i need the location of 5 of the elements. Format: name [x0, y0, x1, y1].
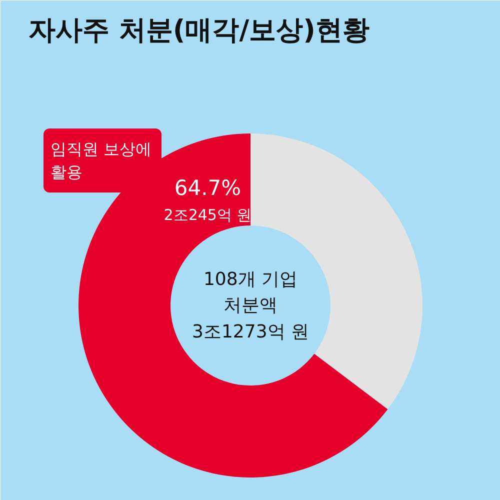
data-label: 64.7%: [174, 176, 242, 200]
text: 2조245억 원: [164, 206, 252, 224]
chart-title: 자사주 처분(매각/보상)현황: [28, 15, 370, 46]
text: 108개 기업 처분액 3조1273억 원: [192, 268, 309, 342]
slice-label: 임직원 보상에 활용: [50, 140, 152, 182]
